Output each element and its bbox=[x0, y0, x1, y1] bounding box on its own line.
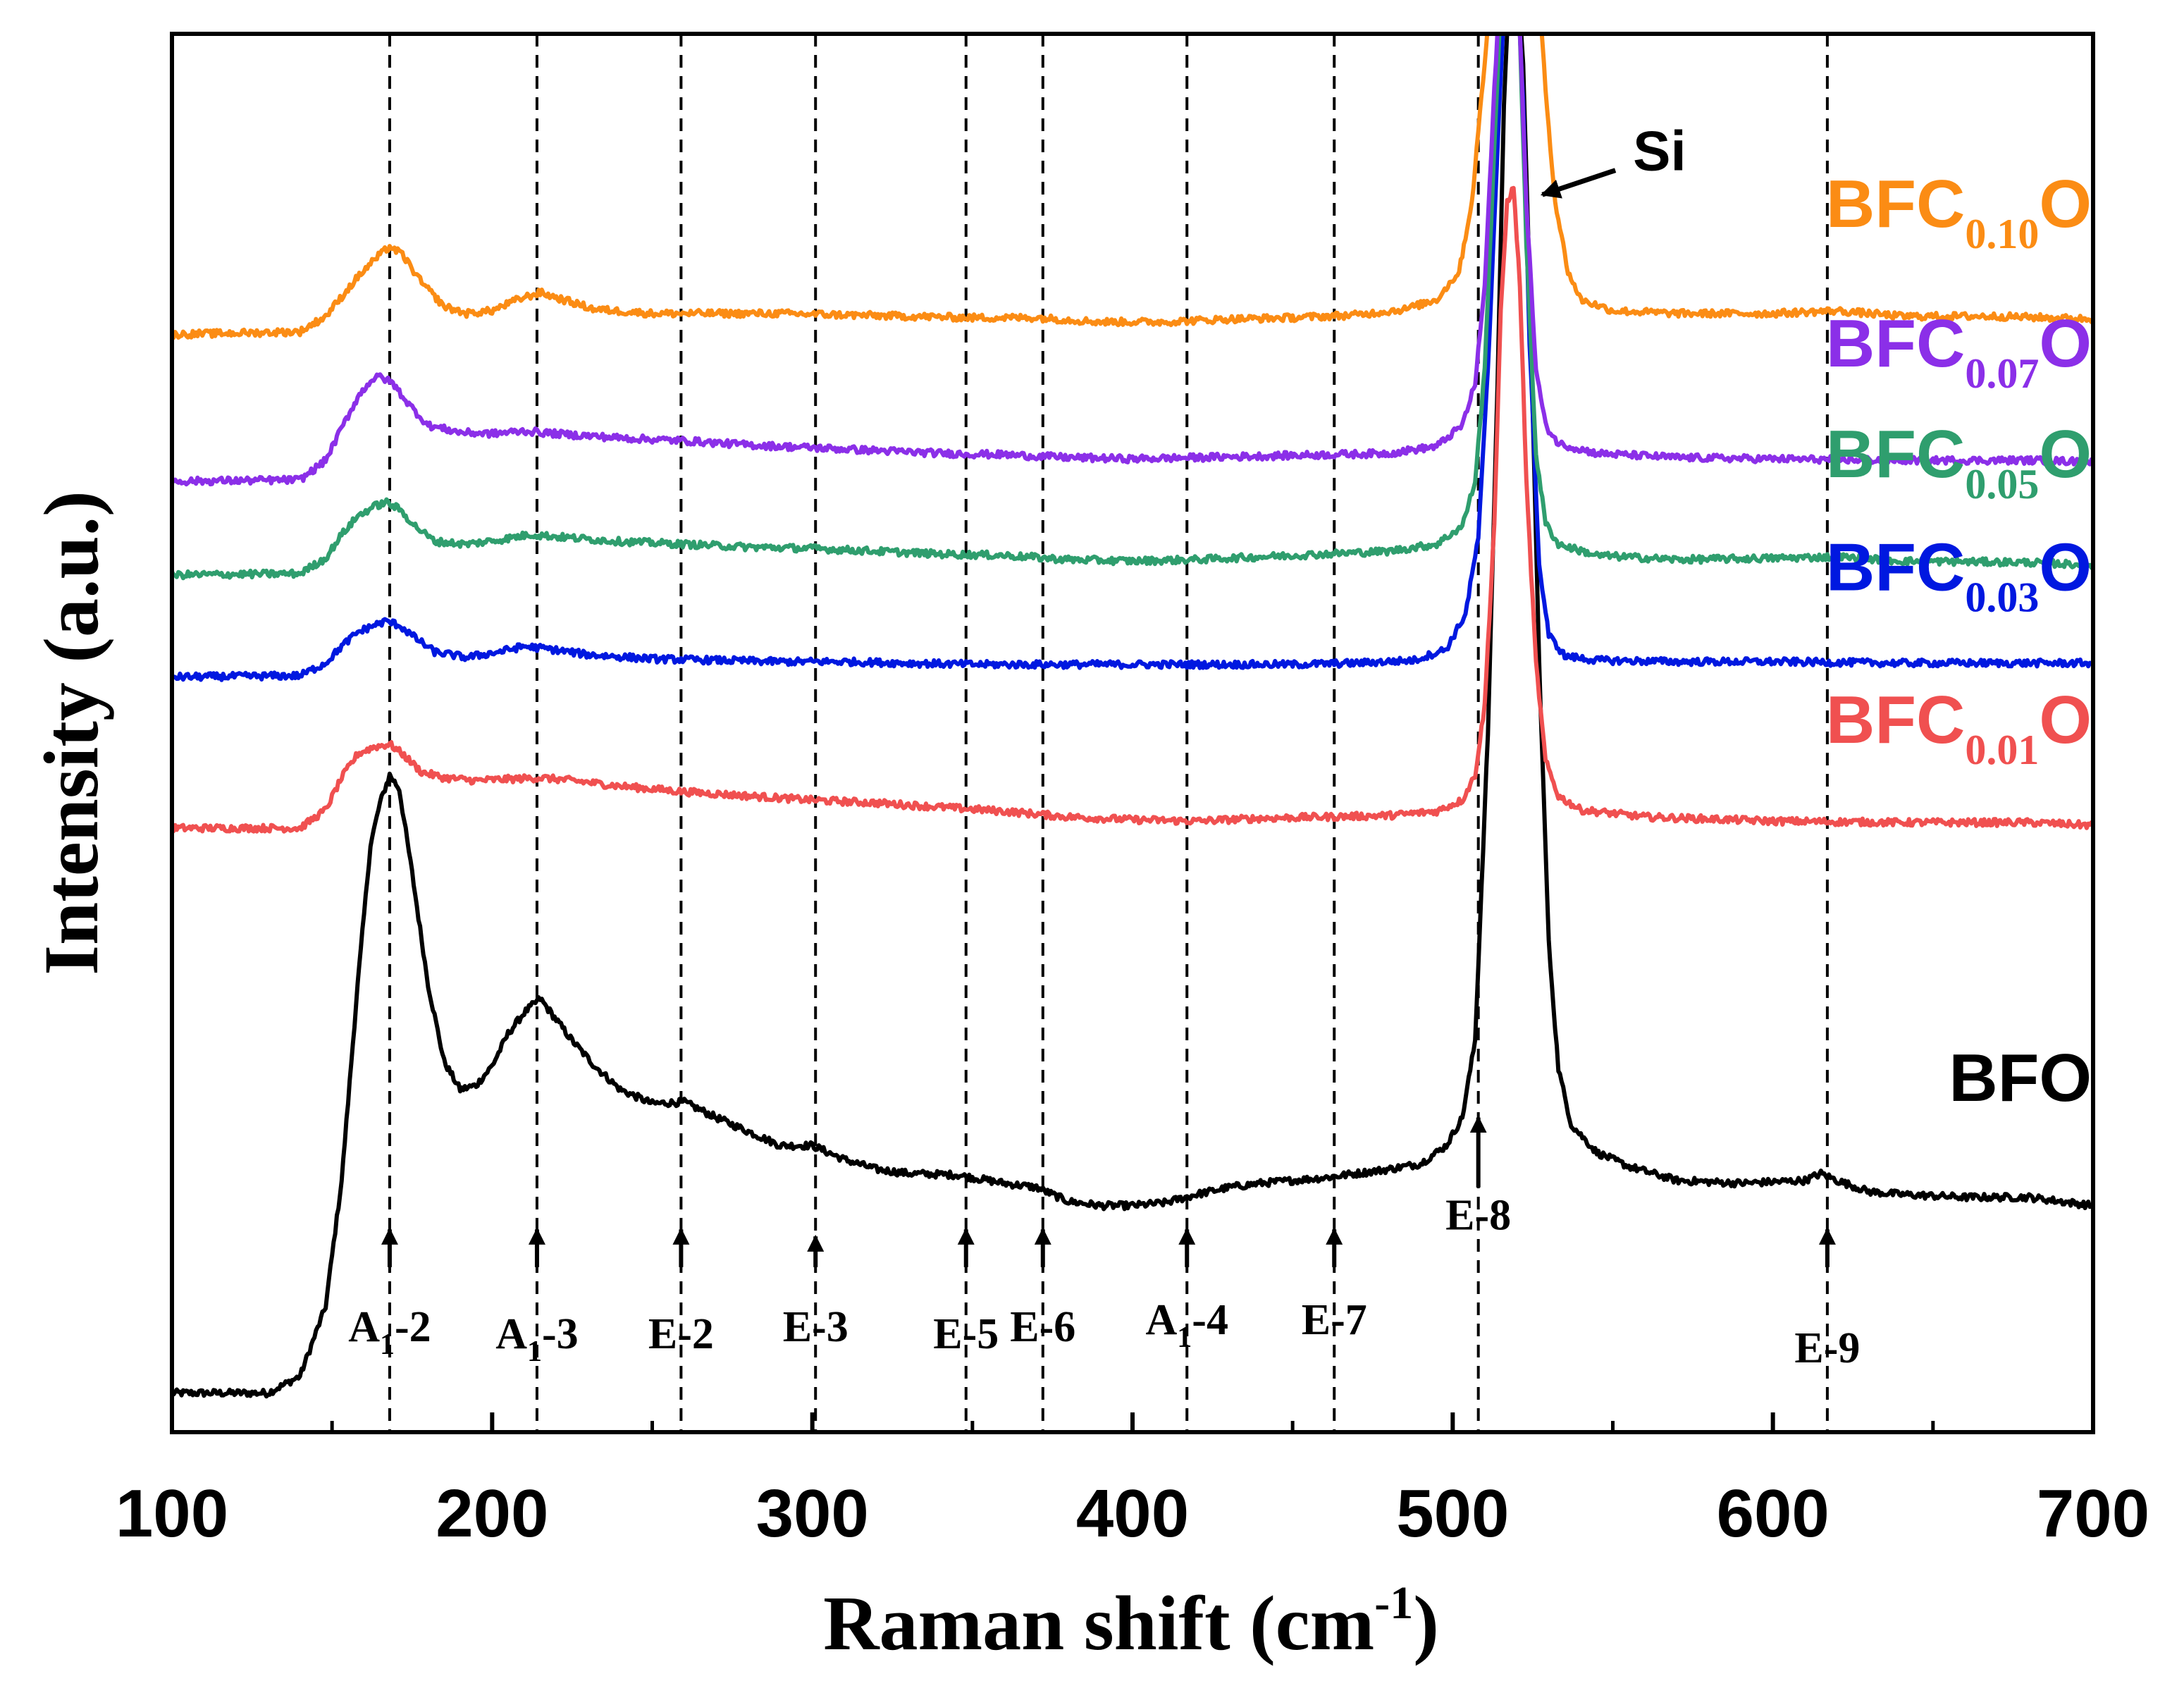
mode-label-2: E-2 bbox=[648, 1310, 714, 1358]
x-tick-label-100: 100 bbox=[116, 1476, 228, 1551]
series-label-bfc0-05o: BFC0.05O bbox=[1826, 417, 2092, 507]
mode-label-6: A1-4 bbox=[1146, 1296, 1228, 1354]
mode-labels: A1-2 A1-3 E-2 E-3 E-5 E-6 A1-4 E-7 E-8 E-9 bbox=[348, 1191, 1860, 1372]
mode-label-1: A1-3 bbox=[495, 1310, 578, 1368]
series-label-bfo: BFO bbox=[1949, 1040, 2092, 1116]
series-line-bfc0-01o bbox=[172, 185, 2093, 834]
x-tick-label-600: 600 bbox=[1717, 1476, 1830, 1551]
series-label-bfc0-01o: BFC0.01O bbox=[1826, 682, 2092, 773]
x-tick-label-700: 700 bbox=[2037, 1476, 2149, 1551]
series-label-bfc0-03o: BFC0.03O bbox=[1826, 530, 2092, 621]
plot-frame bbox=[170, 32, 2095, 1434]
x-axis-ticks bbox=[170, 1412, 2095, 1432]
series-labels: BFO BFC0.01O BFC0.03O BFC0.05O BFC0.07O BFC0.… bbox=[1826, 166, 2092, 1116]
mode-arrows bbox=[381, 1116, 1836, 1267]
mode-label-9: E-9 bbox=[1794, 1324, 1860, 1372]
x-tick-label-400: 400 bbox=[1076, 1476, 1189, 1551]
x-tick-label-500: 500 bbox=[1396, 1476, 1509, 1551]
mode-label-4: E-5 bbox=[933, 1310, 999, 1358]
series-label-bfc0-10o: BFC0.10O bbox=[1826, 166, 2092, 257]
mode-label-7: E-7 bbox=[1302, 1296, 1367, 1344]
series-line-bfo bbox=[172, 34, 2093, 1399]
mode-label-8: E-8 bbox=[1445, 1191, 1511, 1239]
mode-label-0: A1-2 bbox=[348, 1303, 431, 1361]
series-layer bbox=[172, 34, 2093, 1399]
series-label-bfc0-07o: BFC0.07O bbox=[1826, 306, 2092, 397]
mode-label-3: E-3 bbox=[783, 1303, 849, 1351]
annotations: Si bbox=[1540, 120, 1686, 199]
series-line-bfc0-10o bbox=[172, 34, 2093, 340]
reference-lines bbox=[388, 34, 1829, 1432]
mode-label-5: E-6 bbox=[1010, 1303, 1075, 1351]
x-tick-label-200: 200 bbox=[436, 1476, 548, 1551]
series-line-bfc0-03o bbox=[172, 34, 2093, 682]
x-tick-label-300: 300 bbox=[756, 1476, 869, 1551]
y-axis-title: Intensity (a.u.) bbox=[28, 491, 114, 975]
series-line-bfc0-07o bbox=[172, 34, 2093, 487]
x-axis-tick-labels: 100 200 300 400 500 600 700 bbox=[116, 1476, 2149, 1551]
series-line-bfc0-05o bbox=[172, 34, 2093, 581]
x-axis-title: Raman shift (cm-1) bbox=[823, 1577, 1439, 1666]
annotation-arrow-0 bbox=[1540, 168, 1617, 199]
annotation-label-0: Si bbox=[1633, 120, 1686, 183]
